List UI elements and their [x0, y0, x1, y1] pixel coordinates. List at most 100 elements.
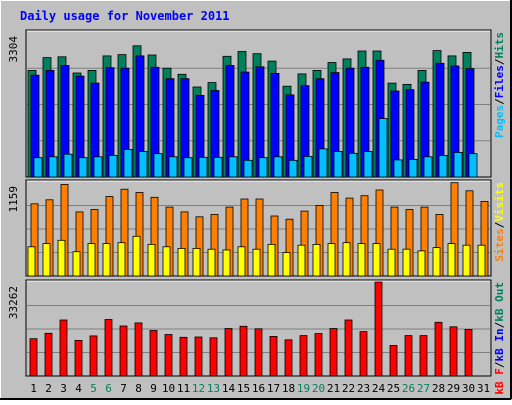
legend-item: kB F: [493, 368, 506, 395]
x-tick-label-day-16: 16: [252, 382, 265, 395]
bar-pages-day-22: [348, 152, 358, 178]
bar-kb-f-day-26: [404, 335, 413, 377]
x-tick-label-day-2: 2: [45, 382, 52, 395]
bar-visits-day-11: [177, 247, 186, 277]
x-tick-label-day-20: 20: [312, 382, 325, 395]
bar-visits-day-7: [117, 242, 126, 277]
x-tick-label-day-29: 29: [447, 382, 460, 395]
bar-pages-day-6: [108, 155, 118, 178]
bar-pages-day-12: [198, 156, 208, 178]
bar-visits-day-25: [387, 248, 396, 277]
x-tick-label-day-24: 24: [372, 382, 386, 395]
bar-kb-f-day-14: [224, 328, 233, 377]
bar-kb-f-day-13: [209, 337, 218, 377]
bar-visits-day-12: [192, 247, 201, 277]
x-tick-label-day-27: 27: [417, 382, 430, 395]
x-tick-label-day-11: 11: [177, 382, 190, 395]
bar-visits-day-13: [207, 248, 216, 277]
x-tick-label-day-6: 6: [105, 382, 112, 395]
bar-visits-day-20: [312, 243, 321, 277]
x-tick-label-day-4: 4: [75, 382, 82, 395]
bar-kb-f-day-30: [464, 328, 473, 377]
bar-pages-day-10: [168, 156, 178, 178]
x-tick-label-day-17: 17: [267, 382, 280, 395]
bar-kb-f-day-20: [314, 333, 323, 377]
x-tick-label-day-13: 13: [207, 382, 220, 395]
bar-pages-day-25: [393, 159, 403, 178]
bar-pages-day-3: [63, 153, 73, 178]
legend-item: Pages: [493, 105, 506, 138]
x-tick-label-day-3: 3: [60, 382, 67, 395]
bar-pages-day-18: [288, 159, 298, 178]
bar-visits-day-8: [132, 235, 141, 277]
bar-visits-day-26: [402, 248, 411, 277]
x-tick-label-day-28: 28: [432, 382, 445, 395]
bar-pages-day-28: [438, 155, 448, 178]
x-tick-label-day-30: 30: [462, 382, 475, 395]
bar-kb-f-day-9: [149, 330, 158, 377]
bar-pages-day-8: [138, 151, 148, 178]
bar-visits-day-16: [252, 248, 261, 277]
bar-pages-day-1: [33, 157, 43, 178]
bar-kb-f-day-22: [344, 319, 353, 377]
x-tick-label-day-26: 26: [402, 382, 415, 395]
bar-visits-day-18: [282, 252, 291, 277]
bar-visits-day-10: [162, 246, 171, 277]
bar-kb-f-day-29: [449, 326, 458, 377]
bar-kb-f-day-10: [164, 334, 173, 377]
legend-separator: /: [493, 361, 506, 368]
bar-kb-f-day-18: [284, 339, 293, 377]
legend: Sites/Visits: [493, 182, 506, 262]
bar-pages-day-11: [183, 157, 193, 178]
x-tick-label-day-10: 10: [162, 382, 175, 395]
legend: kB F/kB In/kB Out: [493, 282, 506, 395]
legend-separator: /: [493, 58, 506, 65]
chart-title: Daily usage for November 2011: [20, 9, 230, 23]
y-max-label: 1159: [7, 186, 20, 213]
bar-kb-f-day-2: [44, 332, 53, 377]
bar-pages-day-16: [258, 157, 268, 178]
bar-visits-day-6: [102, 243, 111, 277]
y-max-label: 3304: [7, 36, 20, 63]
bar-visits-day-14: [222, 249, 231, 277]
bar-kb-f-day-27: [419, 335, 428, 377]
bar-pages-day-14: [228, 156, 238, 178]
legend-separator: /: [493, 221, 506, 228]
x-tick-label-day-25: 25: [387, 382, 400, 395]
x-tick-label-day-18: 18: [282, 382, 295, 395]
panel-visits-sites: 1159 Sites/Visits: [7, 179, 506, 277]
legend-separator: /: [493, 321, 506, 328]
x-tick-label-day-21: 21: [327, 382, 340, 395]
legend-item: kB Out: [493, 282, 506, 322]
bar-pages-day-23: [363, 151, 373, 178]
bar-visits-day-1: [27, 246, 36, 277]
bar-pages-day-15: [243, 159, 253, 178]
bar-kb-f-day-8: [134, 322, 143, 377]
bar-kb-f-day-17: [269, 335, 278, 377]
x-tick-label-day-15: 15: [237, 382, 250, 395]
legend-item: Visits: [493, 182, 506, 222]
bar-pages-day-27: [423, 156, 433, 178]
bar-kb-f-day-6: [104, 319, 113, 377]
bar-visits-day-27: [417, 250, 426, 277]
bar-kb-f-day-4: [74, 339, 83, 377]
bar-pages-day-20: [318, 148, 328, 178]
bar-visits-day-29: [447, 243, 456, 277]
bar-visits-day-19: [297, 244, 306, 277]
bar-visits-day-3: [57, 239, 66, 277]
legend-separator: /: [493, 98, 506, 105]
bar-pages-day-29: [453, 151, 463, 178]
legend-item: Files: [493, 65, 506, 98]
bar-kb-f-day-15: [239, 325, 248, 377]
bar-kb-f-day-3: [59, 319, 68, 377]
x-tick-label-day-19: 19: [297, 382, 310, 395]
legend-item: Hits: [493, 32, 506, 59]
bar-visits-day-9: [147, 243, 156, 277]
x-tick-label-day-7: 7: [120, 382, 127, 395]
bar-kb-f-day-12: [194, 336, 203, 377]
legend-item: Sites: [493, 228, 506, 261]
bar-visits-day-21: [327, 243, 336, 277]
bar-kb-f-day-11: [179, 336, 188, 377]
